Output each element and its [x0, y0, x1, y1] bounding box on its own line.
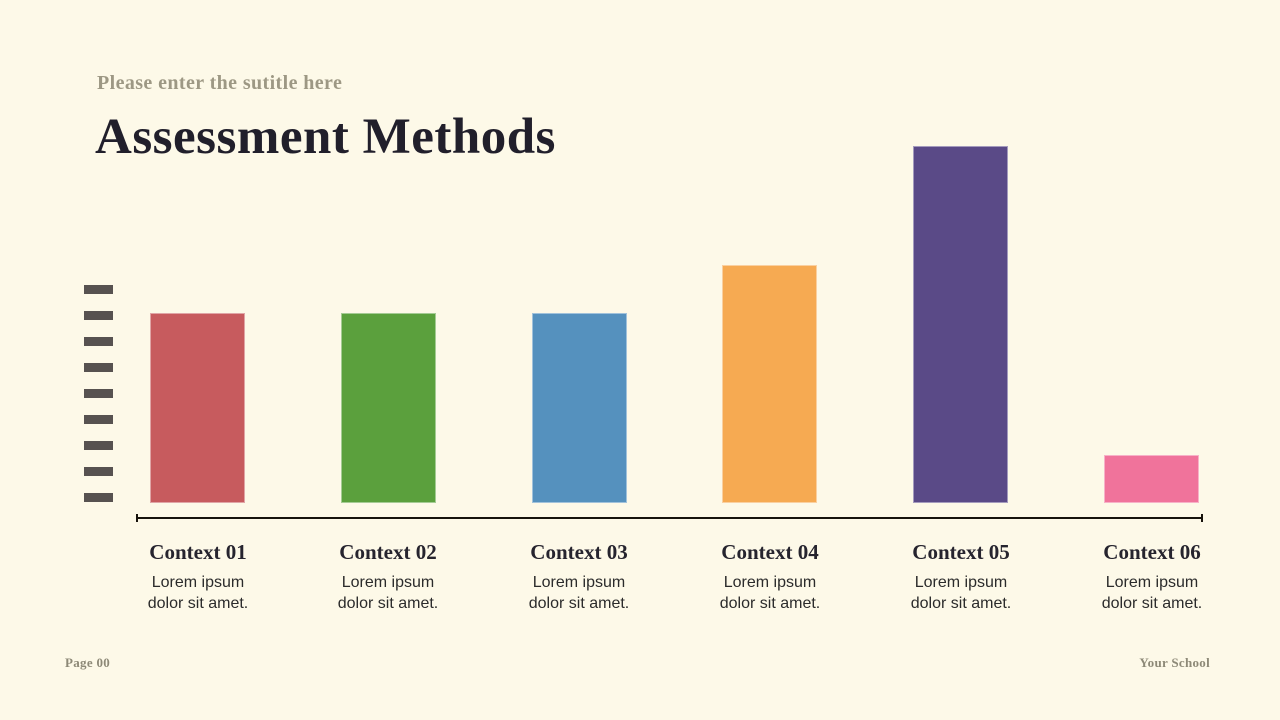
category-label-3: Context 03 Lorem ipsum dolor sit amet.: [484, 540, 674, 614]
category-caption: Lorem ipsum dolor sit amet.: [719, 574, 821, 612]
category-label-4: Context 04 Lorem ipsum dolor sit amet.: [675, 540, 865, 614]
x-axis-line: [136, 514, 1203, 522]
category-label-2: Context 02 Lorem ipsum dolor sit amet.: [293, 540, 483, 614]
category-caption: Lorem ipsum dolor sit amet.: [1101, 574, 1203, 612]
page-number: Page 00: [65, 655, 111, 670]
category-title: Context 05: [912, 540, 1010, 564]
bar-context-04: [722, 265, 817, 503]
category-caption: Lorem ipsum dolor sit amet.: [528, 574, 630, 612]
y-axis-dash: [84, 415, 113, 424]
bar-context-02: [341, 313, 436, 503]
school-name: Your School: [1139, 655, 1210, 670]
y-axis-dash: [84, 493, 113, 502]
y-axis-dash: [84, 389, 113, 398]
category-label-6: Context 06 Lorem ipsum dolor sit amet.: [1057, 540, 1247, 614]
y-axis-dash: [84, 337, 113, 346]
category-label-1: Context 01 Lorem ipsum dolor sit amet.: [103, 540, 293, 614]
category-title: Context 04: [721, 540, 819, 564]
category-title: Context 02: [339, 540, 437, 564]
bar-context-05: [913, 146, 1008, 503]
category-title: Context 01: [149, 540, 247, 564]
bar-context-06: [1104, 455, 1199, 503]
y-axis-dash: [84, 311, 113, 320]
category-label-5: Context 05 Lorem ipsum dolor sit amet.: [866, 540, 1056, 614]
page-title: Assessment Methods: [95, 109, 556, 165]
y-axis-dash: [84, 285, 113, 294]
category-title: Context 06: [1103, 540, 1201, 564]
bar-context-01: [150, 313, 245, 503]
category-caption: Lorem ipsum dolor sit amet.: [910, 574, 1012, 612]
bar-context-03: [532, 313, 627, 503]
category-caption: Lorem ipsum dolor sit amet.: [147, 574, 249, 612]
y-axis-dash: [84, 467, 113, 476]
category-caption: Lorem ipsum dolor sit amet.: [337, 574, 439, 612]
y-axis-dash: [84, 363, 113, 372]
category-title: Context 03: [530, 540, 628, 564]
slide-subtitle: Please enter the sutitle here: [97, 72, 343, 94]
y-axis-dash: [84, 441, 113, 450]
